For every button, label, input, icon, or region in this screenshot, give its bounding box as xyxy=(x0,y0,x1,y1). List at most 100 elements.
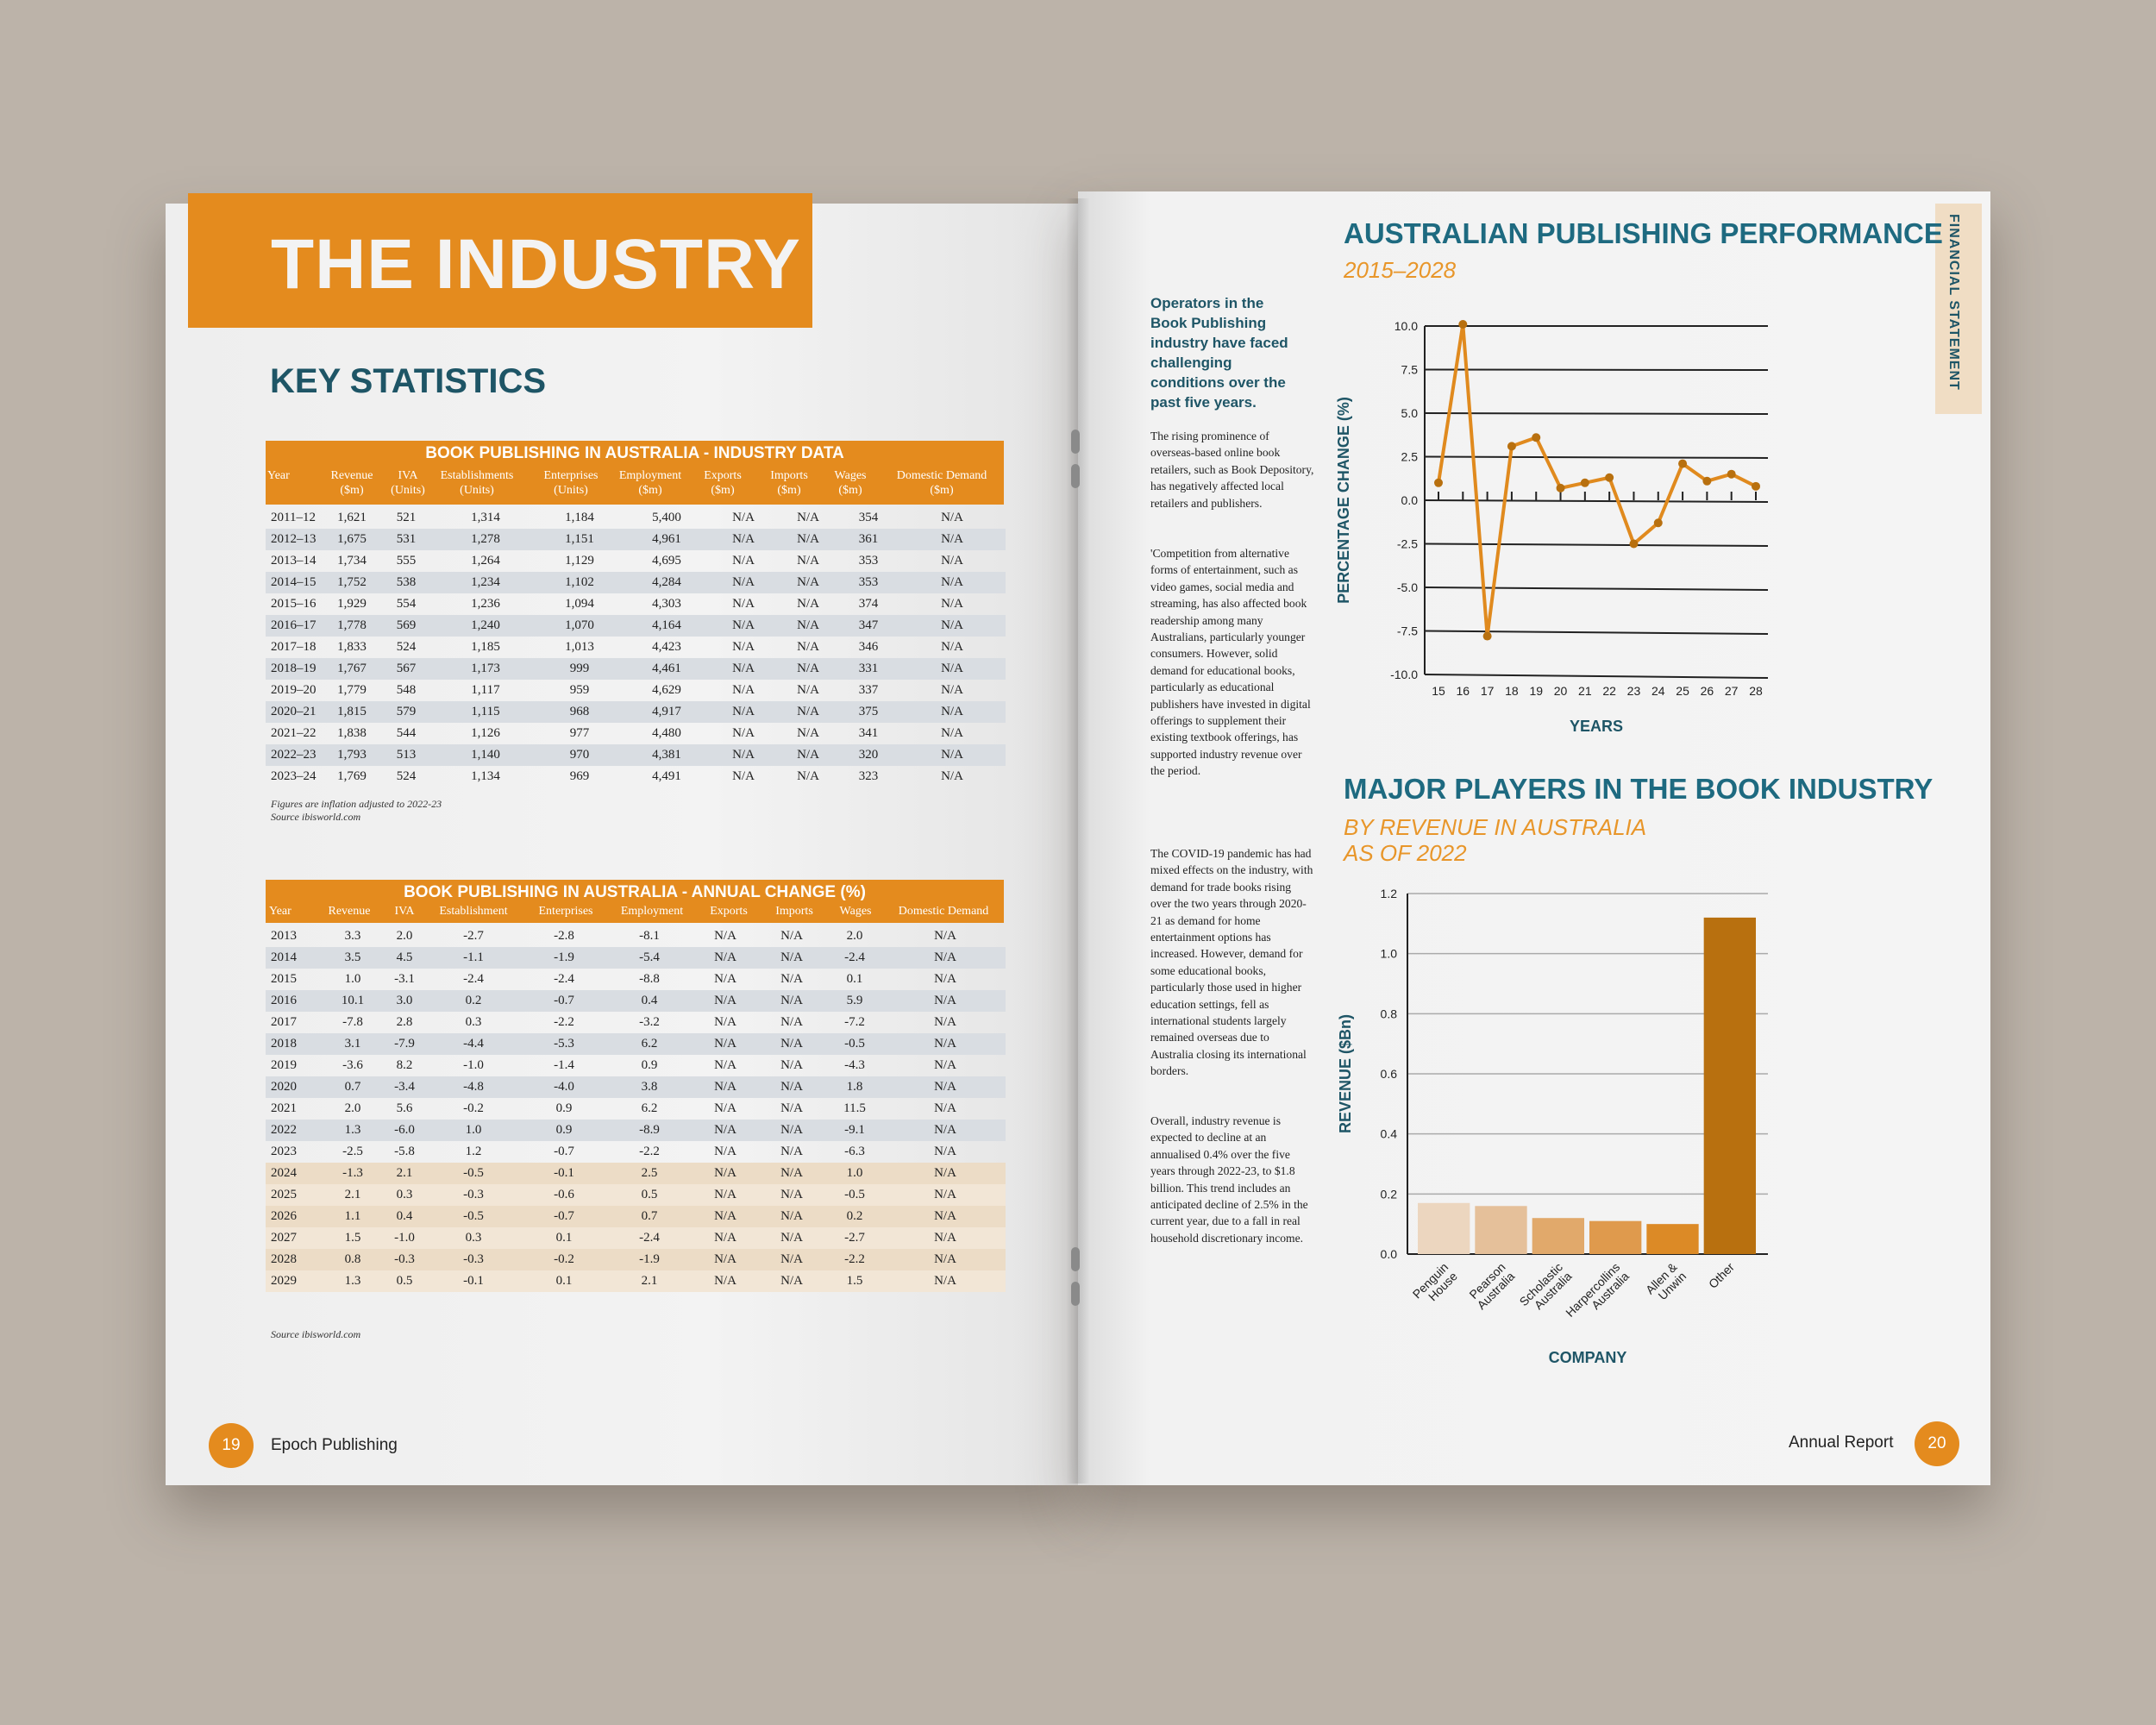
column-header: Revenue xyxy=(328,905,371,918)
table-cell: -2.2 xyxy=(824,1249,885,1270)
table-cell: 1.3 xyxy=(323,1120,383,1141)
column-header: Exports ($m) xyxy=(704,469,742,497)
table-cell: -0.5 xyxy=(426,1163,521,1184)
table-cell: 2027 xyxy=(266,1227,323,1249)
table-cell: 548 xyxy=(396,683,417,697)
body-paragraph: Overall, industry revenue is expected to… xyxy=(1150,1114,1308,1245)
industry-data-table-header: BOOK PUBLISHING IN AUSTRALIA - INDUSTRY … xyxy=(266,441,1004,505)
table-cell: 1,793 xyxy=(328,744,376,766)
column-header: Exports xyxy=(710,905,748,918)
table-cell: 11.5 xyxy=(843,1101,866,1115)
table-cell: N/A xyxy=(759,947,824,969)
table-cell: N/A xyxy=(941,511,963,524)
table-row: 2027 1.5 -1.0 0.3 0.1 -2.4 N/A N/A -2.7 N/A xyxy=(266,1227,1006,1249)
table-cell: -0.5 xyxy=(824,1184,885,1206)
y-tick-label: 0.2 xyxy=(1381,1187,1398,1201)
annual-change-table-header: BOOK PUBLISHING IN AUSTRALIA - ANNUAL CH… xyxy=(266,880,1004,923)
table-row: 2029 1.3 0.5 -0.1 0.1 2.1 N/A N/A 1.5 N/A xyxy=(266,1270,1006,1292)
line-chart: 10.0 7.5 5.0 2.5 0.0 -2.5 -5.0 -7.5 -10.0 15 16 17 1… xyxy=(1335,319,1769,735)
table-cell: 4,917 xyxy=(624,701,709,723)
table-cell: 0.8 xyxy=(323,1249,383,1270)
table-cell: N/A xyxy=(709,744,778,766)
table-cell: 2020–21 xyxy=(266,701,328,723)
bar xyxy=(1532,1218,1584,1254)
x-tick-label: PenguinHouse xyxy=(1410,1260,1460,1310)
table-cell: 3.3 xyxy=(344,929,361,943)
table-row: 2014 3.5 4.5 -1.1 -1.9 -5.4 N/A N/A -2.4 N/A xyxy=(266,947,1006,969)
table-cell: 4,461 xyxy=(624,658,709,680)
data-point xyxy=(1629,539,1639,549)
x-axis-title: YEARS xyxy=(1570,718,1623,735)
table-cell: 375 xyxy=(838,701,899,723)
table-cell: 1,070 xyxy=(535,615,624,637)
table-cell: -2.5 xyxy=(342,1145,363,1158)
y-tick-label: -2.5 xyxy=(1397,537,1418,551)
table-footnote: Figures are inflation adjusted to 2022-2… xyxy=(271,798,442,824)
table-cell: 0.9 xyxy=(641,1058,658,1072)
table-cell: 5.9 xyxy=(824,990,885,1012)
table-cell: N/A xyxy=(709,658,778,680)
table-cell: N/A xyxy=(732,726,755,740)
staple xyxy=(1071,1247,1080,1271)
table-cell: 2014–15 xyxy=(266,572,328,593)
table-cell: 4,303 xyxy=(652,597,681,611)
column-header: Enterprises xyxy=(538,905,593,918)
table-row: 2015 1.0 -3.1 -2.4 -2.4 -8.8 N/A N/A 0.1 N/A xyxy=(266,969,1006,990)
data-point xyxy=(1702,476,1712,486)
table-cell: 2022 xyxy=(266,1120,323,1141)
table-row: 2023 -2.5 -5.8 1.2 -0.7 -2.2 N/A N/A -6.3 N/A xyxy=(266,1141,1006,1163)
table-cell: 0.9 xyxy=(555,1101,573,1115)
table-cell: 1.0 xyxy=(344,972,361,986)
x-tick-label: 15 xyxy=(1432,684,1445,698)
table-cell: 1,778 xyxy=(328,615,376,637)
bar-chart: 1.2 1.0 0.8 0.6 0.4 0.2 0.0 PenguinHouse Pearson… xyxy=(1337,887,1768,1366)
table-cell: N/A xyxy=(885,990,1006,1012)
table-title: BOOK PUBLISHING IN AUSTRALIA - ANNUAL CH… xyxy=(404,883,866,901)
table-cell: N/A xyxy=(692,1184,759,1206)
table-cell: 2.1 xyxy=(607,1270,692,1292)
table-cell: 521 xyxy=(396,511,417,524)
table-cell: -2.4 xyxy=(554,972,574,986)
table-cell: -0.6 xyxy=(521,1184,607,1206)
table-cell: N/A xyxy=(885,1270,1006,1292)
table-cell: 0.7 xyxy=(607,1206,692,1227)
x-tick-label: 18 xyxy=(1505,684,1519,698)
table-cell: 3.5 xyxy=(323,947,383,969)
x-tick-label: 26 xyxy=(1701,684,1714,698)
data-point xyxy=(1653,518,1663,528)
column-header: IVA (Units) xyxy=(391,469,425,497)
table-cell: 1,314 xyxy=(471,511,500,524)
table-cell: -2.2 xyxy=(639,1145,660,1158)
column-header: Domestic Demand ($m) xyxy=(896,469,987,497)
table-cell: 0.4 xyxy=(607,990,692,1012)
industry-data-table: 2011–12 1,621 521 1,314 1,184 5,400 N/A N/A 354 N… xyxy=(266,507,1006,787)
x-tick-label: 16 xyxy=(1457,684,1470,698)
table-cell: N/A xyxy=(899,529,1006,550)
table-cell: 1,769 xyxy=(337,769,367,783)
table-cell: N/A xyxy=(934,1145,956,1158)
table-cell: 2023–24 xyxy=(271,769,317,783)
series-line xyxy=(1437,322,1757,638)
table-cell: 2019 xyxy=(271,1058,297,1072)
table-cell: N/A xyxy=(778,701,838,723)
table-cell: N/A xyxy=(732,683,755,697)
table-row: 2021–22 1,838 544 1,126 977 4,480 N/A N/A 341 N/A xyxy=(266,723,1006,744)
table-cell: N/A xyxy=(692,1206,759,1227)
table-cell: -0.7 xyxy=(521,1206,607,1227)
table-cell: -2.4 xyxy=(607,1227,692,1249)
table-cell: 1,621 xyxy=(337,511,367,524)
table-row: 2015–16 1,929 554 1,236 1,094 4,303 N/A N/A 374 N… xyxy=(266,593,1006,615)
table-cell: 0.1 xyxy=(521,1227,607,1249)
table-cell: -3.2 xyxy=(639,1015,660,1029)
table-cell: 0.3 xyxy=(426,1227,521,1249)
table-cell: -1.3 xyxy=(323,1163,383,1184)
table-cell: N/A xyxy=(709,529,778,550)
table-cell: N/A xyxy=(778,529,838,550)
table-cell: N/A xyxy=(941,640,963,654)
table-cell: 0.1 xyxy=(846,972,863,986)
table-cell: -4.3 xyxy=(844,1058,865,1072)
table-cell: 554 xyxy=(396,597,417,611)
x-tick-label: Other xyxy=(1706,1260,1737,1291)
table-cell: N/A xyxy=(709,701,778,723)
x-tick-label: 19 xyxy=(1529,684,1543,698)
